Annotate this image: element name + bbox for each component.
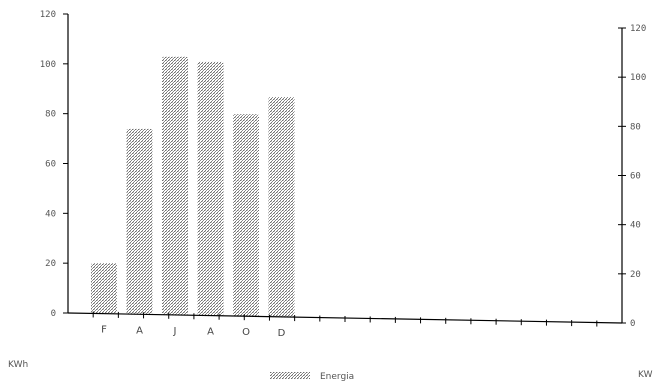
right-tick-label: 60 — [630, 172, 641, 182]
bars-group — [91, 56, 295, 317]
right-tick-label: 0 — [630, 319, 635, 329]
right-tick-label: 100 — [630, 73, 646, 83]
left-tick-label: 80 — [45, 110, 56, 120]
right-tick-label: 20 — [630, 270, 641, 280]
left-tick-label: 100 — [40, 60, 56, 70]
category-label: A — [136, 325, 143, 336]
category-label: D — [278, 328, 286, 339]
right-tick-label: 120 — [630, 24, 646, 34]
left-axis-unit-label: KWh — [8, 360, 28, 370]
bar — [268, 96, 295, 317]
left-tick-label: 60 — [45, 160, 56, 170]
left-tick-label: 120 — [40, 10, 56, 20]
left-tick-label: 40 — [45, 209, 56, 219]
legend-swatch — [270, 372, 310, 379]
bar — [162, 56, 188, 315]
bar — [126, 128, 153, 315]
bar — [197, 61, 224, 316]
legend: Energia — [270, 372, 354, 381]
right-ticks-group: 0 20 40 60 80 100 120 — [618, 24, 646, 329]
right-axis-unit-label: KW — [638, 370, 653, 380]
category-label: F — [101, 325, 107, 336]
bar — [91, 263, 117, 314]
left-tick-label: 20 — [45, 259, 56, 269]
left-ticks-group: 0 20 40 60 80 100 120 — [40, 10, 68, 319]
category-label: J — [173, 326, 177, 337]
left-tick-label: 0 — [51, 309, 56, 319]
category-label: O — [242, 327, 250, 338]
right-tick-label: 80 — [630, 122, 641, 132]
right-tick-label: 40 — [630, 221, 641, 231]
legend-label: Energia — [320, 372, 354, 381]
bar — [233, 114, 259, 317]
category-label: A — [207, 327, 214, 338]
x-ticks-group — [92, 311, 598, 327]
